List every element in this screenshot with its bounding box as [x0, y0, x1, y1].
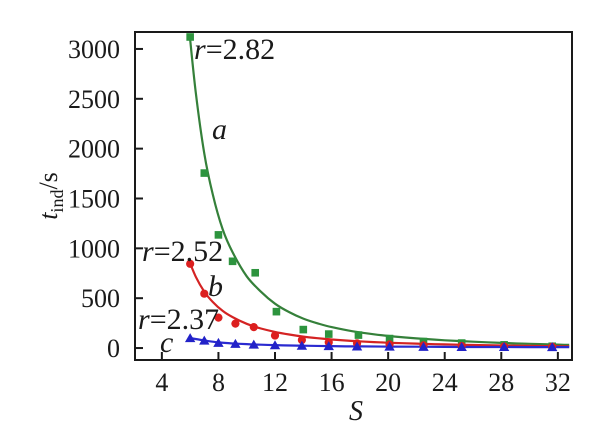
label-a-part: a — [212, 113, 227, 146]
label-b-part: b — [208, 270, 223, 303]
series-a-marker — [324, 330, 333, 338]
x-tick-label: 16 — [319, 368, 345, 397]
series-b-marker — [200, 289, 209, 298]
series-a-marker — [214, 231, 223, 239]
y-axis-title-part: /s — [34, 172, 63, 189]
series-a-curve — [188, 34, 570, 346]
series-curves — [187, 34, 570, 349]
series-b-marker — [249, 323, 258, 332]
x-tick-label: 24 — [432, 368, 458, 397]
series-c-marker — [184, 333, 196, 343]
series-c-marker — [384, 341, 395, 351]
series-b-marker — [270, 331, 280, 340]
series-c-marker — [230, 338, 241, 348]
x-axis-title: S — [349, 396, 363, 427]
axes-frame — [134, 31, 573, 361]
series-c-marker — [213, 337, 224, 347]
label-r-282: r=2.82 — [194, 33, 275, 66]
series-c-marker — [323, 341, 334, 351]
series-c-points — [184, 333, 558, 352]
series-a-marker — [200, 169, 209, 177]
series-b-marker — [186, 259, 195, 268]
y-tick-label: 2500 — [68, 85, 120, 114]
x-tick-label: 28 — [488, 368, 514, 397]
series-a-marker — [299, 325, 308, 334]
x-tick-label: 12 — [262, 368, 288, 397]
axes: 4 8 12 16 20 24 28 32 0 500 1000 1500 2000 2500 3000 ti… — [34, 35, 571, 397]
series-a-marker — [354, 331, 363, 339]
label-r-237: r=2.37 — [138, 303, 219, 336]
label-c-part: c — [160, 326, 173, 359]
series-c-marker — [351, 341, 363, 351]
series-a-marker — [228, 257, 237, 266]
y-axis-title-part: t — [34, 212, 63, 220]
y-axis-title-part: ind — [47, 190, 67, 213]
series-a-marker — [186, 33, 194, 41]
series-b-marker — [231, 319, 240, 328]
y-tick-label: 3000 — [68, 35, 120, 64]
label-b: b — [208, 270, 223, 303]
series-c-marker — [199, 335, 210, 345]
x-tick-label: 8 — [212, 368, 225, 397]
x-tick-label: 4 — [155, 368, 168, 397]
series-a-marker — [251, 268, 260, 277]
series-c-marker — [418, 341, 429, 351]
series-a-marker — [272, 307, 281, 316]
series-c-marker — [269, 340, 281, 350]
y-tick-label: 1500 — [68, 184, 120, 213]
label-a: a — [212, 113, 227, 146]
series-c-marker — [547, 342, 558, 352]
label-r-237-part: =2.37 — [150, 303, 219, 336]
label-r-252: r=2.52 — [142, 235, 223, 268]
label-r-252-part: r — [142, 235, 154, 268]
y-axis-title: tind/s — [34, 172, 67, 220]
label-r-252-part: =2.52 — [154, 235, 223, 268]
series-c-marker — [498, 342, 510, 352]
series-a-marker — [385, 334, 394, 343]
series-b-marker — [214, 313, 223, 322]
x-tick-label: 20 — [375, 368, 401, 397]
y-tick-label: 2000 — [68, 135, 120, 164]
series-b-marker — [297, 335, 306, 345]
plot-frame — [134, 31, 573, 361]
y-tick-label: 1000 — [68, 234, 120, 263]
series-c-marker — [456, 341, 467, 351]
series-points — [184, 33, 558, 352]
y-tick-label: 0 — [107, 334, 120, 363]
y-tick-label: 500 — [81, 284, 120, 313]
x-tick-label: 32 — [545, 368, 571, 397]
series-c-marker — [296, 340, 308, 350]
label-r-282-part: r — [194, 33, 206, 66]
series-c-marker — [248, 339, 259, 349]
label-c: c — [160, 326, 173, 359]
label-r-282-part: =2.82 — [206, 33, 275, 66]
series-a-points — [186, 33, 557, 351]
series-b-curve — [187, 259, 570, 348]
label-r-237-part: r — [138, 303, 150, 336]
series-b-points — [186, 259, 557, 351]
